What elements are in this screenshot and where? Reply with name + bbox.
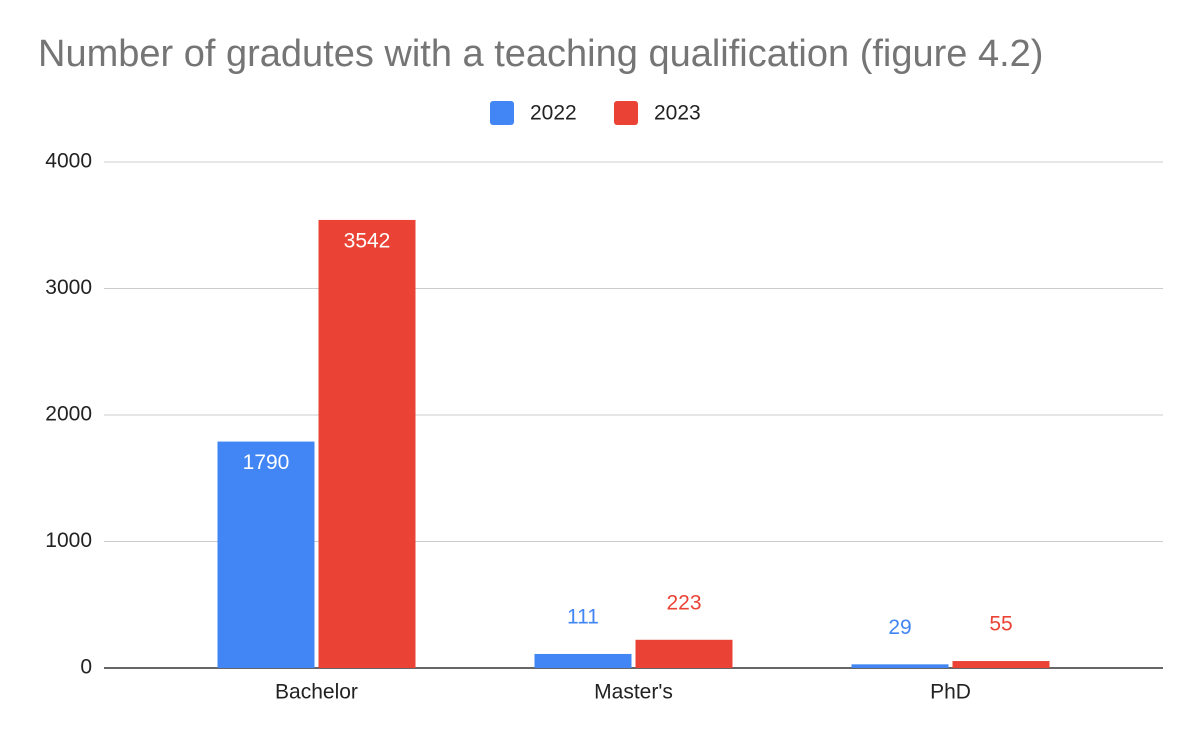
bar: [952, 661, 1050, 668]
y-tick-label: 0: [80, 656, 92, 679]
data-label: 223: [666, 591, 701, 614]
legend-swatch: [490, 101, 514, 125]
y-tick-label: 1000: [45, 529, 92, 552]
data-label: 111: [567, 606, 599, 629]
bar: [851, 664, 949, 668]
legend-label: 2022: [530, 102, 577, 125]
y-tick-label: 3000: [45, 276, 92, 299]
y-tick-label: 2000: [45, 403, 92, 426]
x-tick-label: Bachelor: [275, 681, 358, 704]
legend-label: 2023: [654, 102, 701, 125]
x-tick-label: Master's: [594, 681, 673, 704]
legend-swatch: [614, 101, 638, 125]
bar: [534, 653, 632, 668]
data-label: 1790: [243, 451, 290, 474]
bar: [318, 219, 416, 668]
bar: [217, 441, 315, 668]
y-tick-label: 4000: [45, 150, 92, 173]
data-label: 29: [888, 616, 911, 639]
chart-title: Number of gradutes with a teaching quali…: [38, 33, 1043, 75]
bar: [635, 639, 733, 668]
x-tick-label: PhD: [930, 681, 971, 704]
data-label: 3542: [344, 229, 391, 252]
data-label: 55: [989, 613, 1012, 636]
